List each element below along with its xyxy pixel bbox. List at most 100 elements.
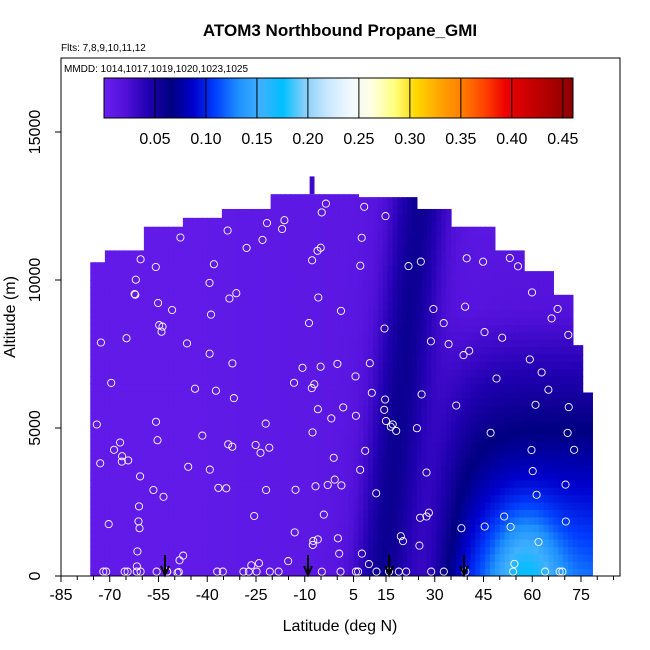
- field-cell: [402, 280, 408, 288]
- field-cell: [134, 280, 140, 288]
- field-cell: [309, 176, 315, 195]
- field-cell: [241, 435, 247, 444]
- field-cell: [304, 391, 311, 399]
- observation-point: [308, 256, 317, 265]
- field-cell: [265, 309, 272, 318]
- field-cell: [465, 561, 472, 570]
- field-cell: [187, 265, 194, 274]
- field-cell: [168, 524, 174, 533]
- field-cell: [173, 243, 179, 251]
- field-cell: [553, 376, 559, 385]
- field-cell: [100, 280, 106, 288]
- field-cell: [577, 524, 584, 533]
- field-cell: [377, 428, 384, 436]
- field-cell: [348, 309, 355, 318]
- field-cell: [231, 228, 238, 237]
- field-cell: [236, 346, 242, 355]
- field-cell: [265, 208, 272, 214]
- field-cell: [256, 435, 262, 444]
- field-cell: [582, 546, 589, 555]
- field-cell: [480, 413, 486, 422]
- field-cell: [290, 243, 296, 251]
- field-cell: [368, 265, 374, 274]
- field-cell: [412, 331, 418, 340]
- field-cell: [397, 287, 403, 296]
- field-cell: [207, 383, 213, 392]
- field-cell: [543, 271, 550, 274]
- field-cell: [553, 509, 559, 518]
- field-cell: [260, 235, 267, 244]
- field-cell: [275, 428, 281, 436]
- field-cell: [407, 435, 413, 444]
- field-cell: [572, 502, 579, 510]
- field-cell: [95, 391, 101, 399]
- field-cell: [538, 383, 545, 392]
- field-cell: [509, 257, 515, 266]
- field-cell: [421, 539, 428, 547]
- field-cell: [265, 331, 272, 340]
- field-cell: [504, 331, 511, 340]
- field-cell: [182, 531, 189, 540]
- field-cell: [490, 457, 496, 466]
- field-cell: [124, 294, 130, 303]
- field-cell: [197, 472, 203, 481]
- field-cell: [397, 391, 403, 399]
- observation-point: [563, 428, 572, 437]
- field-cell: [217, 235, 223, 244]
- field-cell: [426, 442, 433, 451]
- field-cell: [173, 250, 179, 259]
- field-cell: [475, 331, 481, 340]
- field-cell: [309, 561, 316, 570]
- field-cell: [431, 280, 437, 288]
- field-cell: [348, 354, 355, 362]
- field-cell: [168, 428, 174, 436]
- observation-point: [531, 400, 540, 409]
- field-cell: [480, 457, 486, 466]
- field-cell: [109, 346, 116, 355]
- field-cell: [421, 287, 428, 296]
- field-cell: [290, 568, 296, 576]
- field-cell: [402, 243, 408, 251]
- field-cell: [241, 287, 247, 296]
- field-cell: [368, 228, 374, 237]
- field-cell: [109, 287, 116, 296]
- field-cell: [553, 546, 559, 555]
- field-cell: [470, 294, 476, 303]
- field-cell: [563, 317, 569, 325]
- field-cell: [543, 428, 550, 436]
- field-cell: [485, 487, 491, 496]
- field-cell: [119, 524, 125, 533]
- field-cell: [324, 228, 330, 237]
- field-cell: [480, 376, 486, 385]
- field-cell: [480, 243, 486, 251]
- field-cell: [558, 479, 564, 488]
- field-cell: [480, 479, 486, 488]
- field-cell: [100, 465, 106, 473]
- field-cell: [480, 494, 486, 503]
- field-cell: [533, 376, 540, 385]
- field-cell: [485, 413, 491, 422]
- field-cell: [514, 524, 520, 533]
- field-cell: [275, 331, 281, 340]
- field-cell: [231, 272, 238, 281]
- field-cell: [280, 213, 286, 222]
- field-cell: [509, 339, 515, 348]
- field-cell: [231, 317, 238, 325]
- field-cell: [416, 561, 423, 570]
- field-cell: [514, 553, 520, 562]
- field-cell: [90, 262, 96, 266]
- field-cell: [314, 568, 320, 576]
- field-cell: [100, 361, 106, 370]
- field-cell: [368, 206, 374, 214]
- field-cell: [514, 561, 520, 570]
- field-cell: [387, 324, 394, 333]
- field-cell: [416, 546, 423, 555]
- field-cell: [290, 428, 296, 436]
- observation-point: [258, 235, 267, 244]
- field-cell: [519, 442, 525, 451]
- field-cell: [299, 539, 306, 547]
- field-cell: [285, 487, 291, 496]
- field-cell: [260, 324, 267, 333]
- field-cell: [275, 228, 281, 237]
- field-cell: [392, 346, 398, 355]
